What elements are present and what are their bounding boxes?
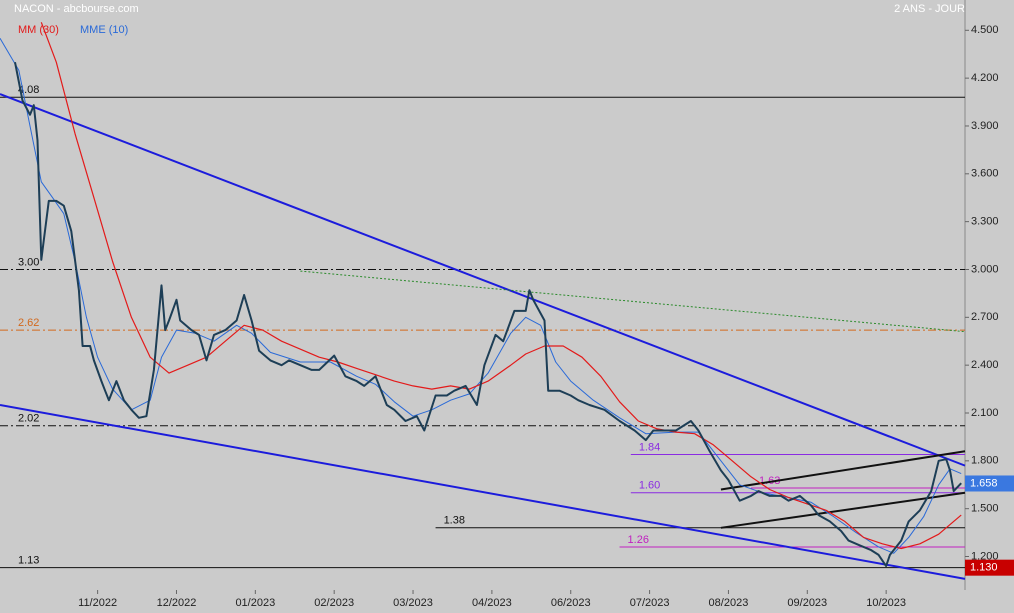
level-label: 1.26 <box>628 534 649 546</box>
x-tick-label: 12/2022 <box>157 597 197 609</box>
y-tick-label: 2.400 <box>971 359 999 371</box>
price-tag <box>965 559 1014 576</box>
price-tag <box>965 475 1014 492</box>
y-tick-label: 3.900 <box>971 120 999 132</box>
y-tick-label: 3.300 <box>971 216 999 228</box>
level-label: 1.63 <box>759 475 780 487</box>
y-tick-label: 3.000 <box>971 263 999 275</box>
legend-entry: MM (30) <box>18 24 59 36</box>
y-tick-label: 1.500 <box>971 503 999 515</box>
y-tick-label: 4.200 <box>971 72 999 84</box>
level-label: 3.00 <box>18 256 39 268</box>
series-line <box>40 22 962 550</box>
level-label: 1.84 <box>639 441 660 453</box>
chart-title: NACON - abcbourse.com <box>14 3 139 15</box>
trend-line <box>0 404 966 580</box>
x-tick-label: 10/2023 <box>866 597 906 609</box>
y-tick-label: 1.800 <box>971 455 999 467</box>
y-tick-label: 1.200 <box>971 550 999 562</box>
trend-line <box>0 93 966 467</box>
x-tick-label: 11/2022 <box>78 597 117 609</box>
series-line <box>14 62 962 568</box>
y-tick-label: 4.500 <box>971 24 999 36</box>
y-tick-label: 2.700 <box>971 311 999 323</box>
x-tick-label: 07/2023 <box>630 597 670 609</box>
level-label: 1.60 <box>639 480 660 492</box>
x-tick-label: 09/2023 <box>787 597 827 609</box>
chart-subtitle: 2 ANS - JOUR <box>894 3 965 15</box>
level-label: 2.02 <box>18 413 39 425</box>
y-tick-label: 3.600 <box>971 168 999 180</box>
level-label: 1.38 <box>444 515 465 527</box>
x-tick-label: 01/2023 <box>235 597 275 609</box>
level-label: 2.62 <box>18 317 39 329</box>
y-tick-label: 2.100 <box>971 407 999 419</box>
series-line <box>0 38 962 554</box>
x-tick-label: 02/2023 <box>314 597 354 609</box>
price-tag-label: 1.658 <box>970 477 998 489</box>
x-tick-label: 06/2023 <box>551 597 591 609</box>
trend-line <box>720 491 966 529</box>
price-tag-label: 1.130 <box>970 562 998 574</box>
trend-line <box>300 270 966 333</box>
trend-line <box>720 450 966 491</box>
x-tick-label: 04/2023 <box>472 597 512 609</box>
level-label: 1.13 <box>18 555 39 567</box>
x-tick-label: 03/2023 <box>393 597 433 609</box>
x-tick-label: 08/2023 <box>709 597 749 609</box>
legend-entry: MME (10) <box>80 24 128 36</box>
